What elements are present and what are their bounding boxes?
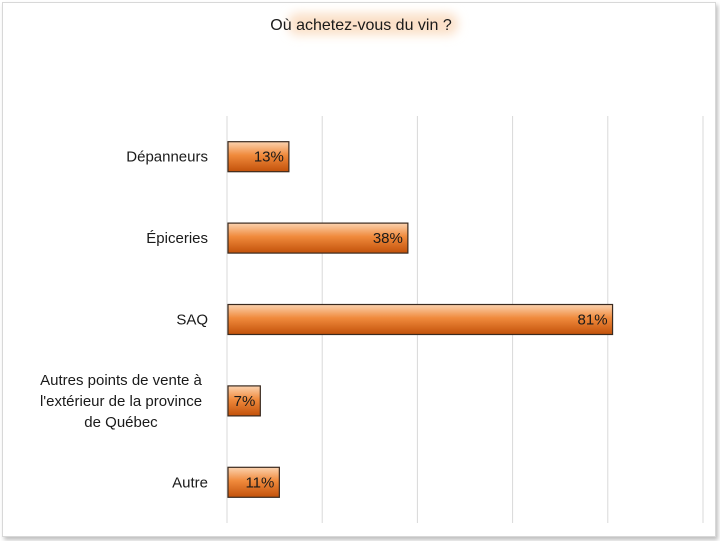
category-label-line: Dépanneurs [126, 149, 208, 166]
value-label: 11% [245, 474, 274, 491]
title-glow [288, 13, 458, 35]
bars-layer: 13% Dépanneurs 38% Épiceries 81% SAQ 7% Autres … [40, 141, 614, 498]
category-label-line: l'extérieur de la province [40, 393, 202, 410]
chart-title: Où achetez-vous du vin ? [270, 17, 452, 34]
chart-svg: Où achetez-vous du vin ? 13% Dépanneurs 38… [40, 13, 704, 523]
category-label: SAQ [176, 312, 208, 329]
category-label: Autres points de vente à l'extérieur de l… [40, 372, 203, 431]
category-label-line: SAQ [176, 312, 208, 329]
category-label-line: de Québec [84, 414, 158, 431]
category-label: Épiceries [146, 230, 208, 247]
value-label: 81% [578, 312, 608, 329]
category-label-line: Autres points de vente à [40, 372, 202, 389]
bar [227, 303, 614, 336]
category-label: Autre [172, 474, 208, 491]
bar [227, 222, 409, 254]
category-label-line: Autre [172, 474, 208, 491]
title-layer: Où achetez-vous du vin ? [270, 13, 458, 35]
value-label: 38% [373, 230, 403, 247]
bar [227, 141, 290, 173]
bar [227, 466, 280, 498]
value-label: 13% [254, 149, 284, 166]
category-label-line: Épiceries [146, 230, 208, 247]
bar [227, 385, 261, 417]
category-label: Dépanneurs [126, 149, 208, 166]
value-label: 7% [234, 393, 256, 410]
